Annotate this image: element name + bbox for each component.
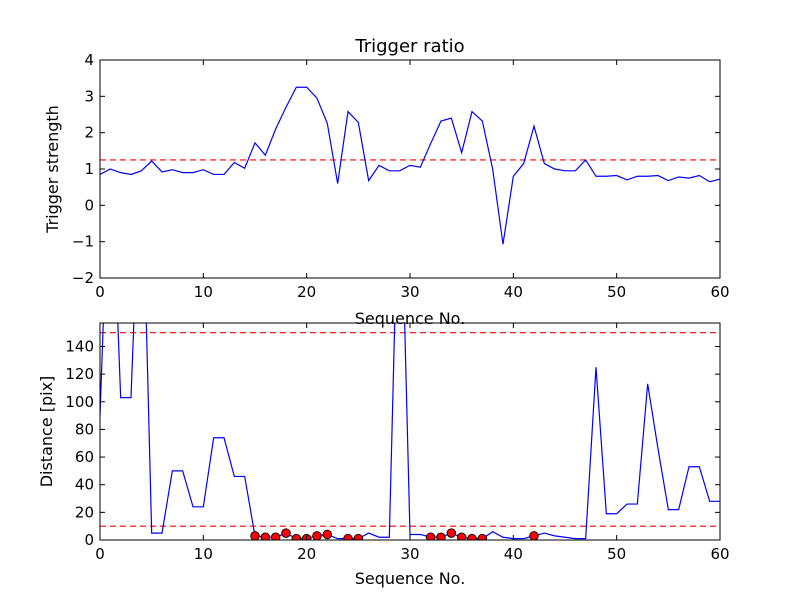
data-point: [467, 533, 477, 540]
y-tick-label: 2: [84, 124, 94, 142]
x-tick-label: 50: [607, 545, 626, 563]
series-1-markers: [250, 528, 539, 540]
x-tick-label: 60: [710, 283, 729, 301]
data-point: [312, 531, 322, 540]
data-point: [477, 533, 488, 540]
x-axis-label: Sequence No.: [355, 569, 466, 588]
data-point: [446, 528, 457, 538]
data-point: [425, 532, 436, 540]
data-point: [436, 532, 446, 540]
distance-chart: 0 10 20 30 40 50 60 0 20 40 60 80 100 120 140 Sequence …: [37, 322, 730, 588]
data-point: [281, 528, 291, 538]
y-axis-label: Trigger strength: [43, 105, 62, 234]
x-tick-label: 30: [400, 545, 419, 563]
y-tick-label: 140: [65, 337, 94, 355]
x-tick-label: 10: [194, 545, 213, 563]
y-tick-label: 0: [84, 531, 94, 549]
y-tick-label: 80: [75, 420, 94, 438]
y-tick-label: 100: [65, 393, 94, 411]
data-point: [353, 533, 364, 540]
series-0-line: [100, 323, 720, 540]
plot-frame: [99, 59, 721, 279]
series-0-line: [100, 86, 720, 245]
y-tick-label: 60: [75, 448, 94, 466]
data-point: [260, 532, 271, 540]
data-point: [456, 532, 467, 540]
data-point: [343, 533, 353, 540]
x-tick-label: 40: [504, 545, 523, 563]
x-tick-label: 20: [297, 283, 316, 301]
x-tick-label: 40: [504, 283, 523, 301]
y-tick-label: −2: [72, 269, 94, 287]
y-tick-label: −1: [72, 233, 94, 251]
y-tick-label: 1: [84, 160, 94, 178]
x-tick-label: 60: [710, 545, 729, 563]
x-tick-label: 50: [607, 283, 626, 301]
y-tick-label: 4: [84, 51, 94, 69]
data-point: [250, 531, 260, 540]
x-tick-label: 0: [95, 545, 105, 563]
x-tick-label: 20: [297, 545, 316, 563]
data-point: [291, 533, 302, 540]
data-point: [270, 532, 281, 540]
data-point: [529, 531, 539, 540]
y-tick-label: 40: [75, 476, 94, 494]
x-tick-label: 30: [400, 283, 419, 301]
chart-title: Trigger ratio: [354, 36, 464, 57]
x-tick-label: 10: [194, 283, 213, 301]
y-tick-label: 20: [75, 503, 94, 521]
y-axis-label: Distance [pix]: [37, 376, 56, 488]
y-tick-label: 0: [84, 196, 94, 214]
x-tick-label: 0: [95, 283, 105, 301]
data-point: [322, 529, 333, 540]
y-tick-label: 120: [65, 365, 94, 383]
y-tick-label: 3: [84, 87, 94, 105]
plot-frame: [99, 322, 721, 541]
